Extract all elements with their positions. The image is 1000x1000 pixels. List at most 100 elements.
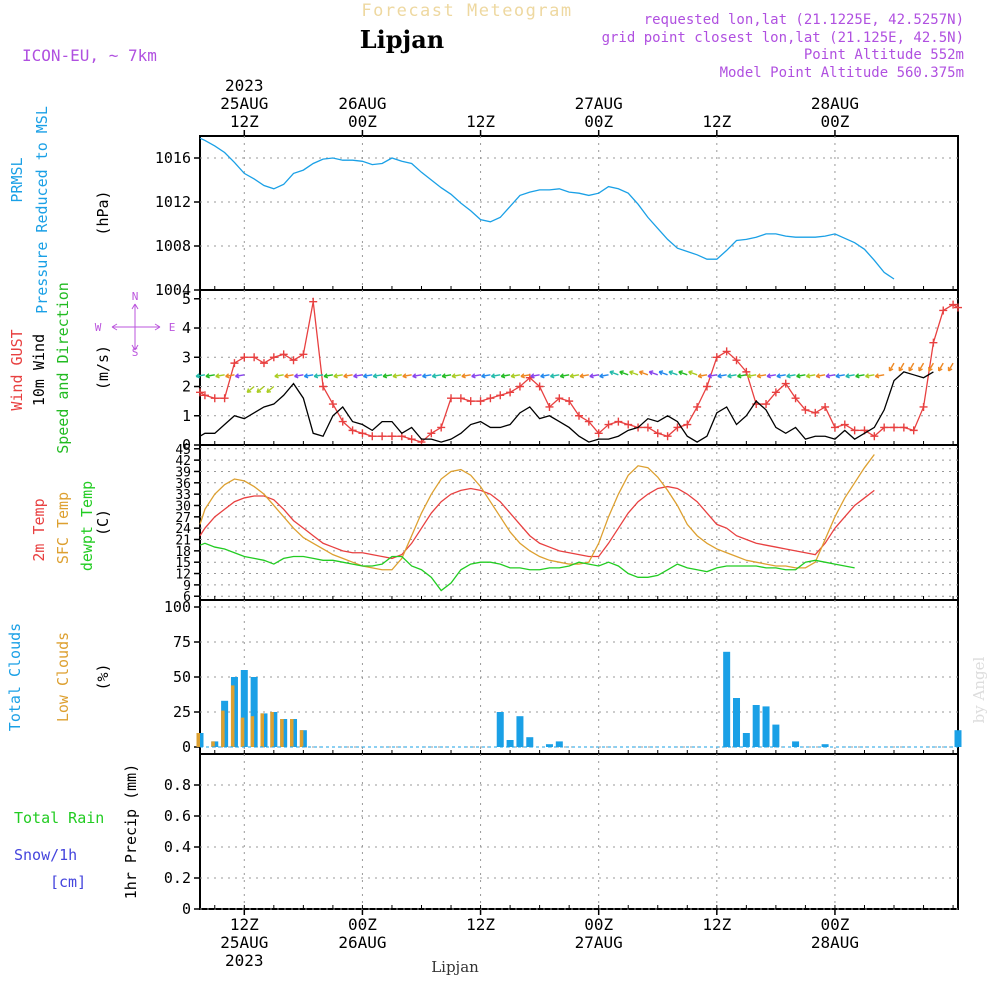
wind-direction-arrow — [491, 374, 501, 378]
date-label: 25AUG — [220, 94, 268, 113]
wind-arrow-head — [559, 373, 565, 379]
wind-arrow-head — [303, 373, 309, 379]
cloud-bar-total — [723, 651, 731, 747]
wind-arrow-head — [928, 366, 933, 372]
clouds-title-total: Total Clouds — [6, 623, 24, 731]
wind-arrow-head — [845, 373, 850, 379]
gust-marker — [781, 379, 790, 388]
wind-direction-arrow — [737, 374, 747, 378]
wind-title-speed-dir: Speed and Direction — [54, 282, 72, 454]
time-label: 00Z — [820, 112, 849, 131]
gust-marker — [427, 429, 436, 438]
time-label: 12Z — [230, 915, 259, 934]
gust-marker — [880, 423, 889, 432]
gust-marker — [771, 388, 780, 397]
cloud-bar-low — [250, 716, 255, 747]
cloud-bar-total — [545, 744, 553, 747]
gust-marker — [466, 397, 475, 406]
year-label: 2023 — [225, 951, 264, 970]
gust-marker — [250, 353, 259, 362]
wind-direction-arrow — [855, 374, 865, 378]
wind-arrow-head — [333, 373, 338, 379]
y-tick-label: 2 — [182, 378, 191, 396]
wind-direction-arrow — [501, 374, 511, 378]
wind-arrow-head — [658, 370, 664, 376]
gust-marker — [732, 356, 741, 365]
wind-arrow-head — [776, 373, 781, 379]
compass-west: W — [95, 321, 102, 334]
gust-marker — [378, 432, 387, 441]
wind-arrow-head — [266, 388, 271, 393]
y-tick-label: 24 — [175, 522, 191, 537]
gust-marker — [289, 356, 298, 365]
precip-title-snow: Snow/1h — [14, 846, 77, 864]
y-tick-label: 5 — [182, 290, 191, 308]
gust-marker — [200, 391, 209, 400]
time-label: 00Z — [584, 112, 613, 131]
point-altitude: Point Altitude 552m — [804, 47, 964, 63]
wind-arrow-head — [313, 373, 319, 379]
wind-arrow-head — [471, 373, 476, 379]
y-tick-label: 0.2 — [164, 869, 191, 887]
model-altitude: Model Point Altitude 560.375m — [720, 65, 964, 81]
wind-arrow-head — [569, 373, 575, 379]
wind-direction-arrow — [908, 362, 915, 372]
wind-arrow-head — [815, 373, 821, 379]
wind-arrow-head — [294, 373, 299, 379]
pressure-title-1: PRMSL — [8, 157, 26, 202]
wind-arrow-head — [451, 373, 456, 379]
cloud-bar-total — [772, 724, 780, 747]
series-dewpt-temp — [199, 542, 855, 592]
wind-direction-arrow — [314, 374, 324, 378]
cloud-bar-low — [270, 712, 274, 747]
cloud-bar-total — [954, 730, 962, 747]
gust-marker — [870, 432, 879, 441]
pressure-panel: 1004 1008 1012 1016 (hPa) — [94, 135, 959, 299]
gust-marker — [663, 432, 672, 441]
gust-marker — [338, 417, 347, 426]
gust-marker — [702, 382, 711, 391]
compass-north: N — [132, 290, 139, 303]
wind-arrow-head — [431, 373, 437, 379]
gust-marker — [949, 300, 958, 309]
requested-coords: requested lon,lat (21.1225E, 42.5257N) — [644, 12, 964, 28]
wind-arrow-head — [648, 370, 654, 376]
panel-frame — [199, 753, 959, 910]
gust-marker — [584, 417, 593, 426]
location-title: Lipjan — [360, 25, 444, 54]
wind-direction-arrow — [796, 374, 806, 378]
cloud-bar-low — [260, 713, 264, 747]
wind-arrow-head — [746, 373, 752, 379]
wind-arrow-head — [490, 373, 496, 379]
gust-marker — [840, 420, 849, 429]
wind-arrow-head — [382, 373, 388, 379]
wind-arrow-head — [825, 373, 831, 379]
date-label: 26AUG — [338, 933, 386, 952]
wind-direction-arrow — [560, 374, 570, 378]
wind-direction-arrow — [256, 385, 265, 393]
time-label: 00Z — [348, 915, 377, 934]
cloud-bar-total — [506, 740, 514, 747]
wind-direction-arrow — [392, 374, 402, 378]
gust-marker — [279, 350, 288, 359]
wind-arrow-head — [668, 370, 674, 376]
wind-direction-arrow — [195, 374, 206, 378]
y-tick-label: 0 — [182, 738, 191, 756]
series-sfc-temp — [199, 454, 875, 571]
y-tick-label: 50 — [173, 668, 191, 686]
wind-direction-arrow — [570, 374, 580, 378]
gust-marker — [909, 426, 918, 435]
year-label: 2023 — [225, 76, 264, 95]
wind-direction-arrow — [825, 374, 836, 378]
cloud-bar-total — [496, 712, 504, 747]
wind-direction-arrow — [619, 371, 629, 376]
wind-arrow-head — [619, 370, 624, 376]
wind-arrow-head — [343, 373, 348, 379]
gust-marker — [210, 394, 219, 403]
wind-arrow-head — [918, 366, 923, 372]
y-axis-label: (%) — [94, 663, 112, 690]
wind-arrow-head — [937, 366, 943, 372]
wind-direction-arrow — [373, 374, 383, 378]
